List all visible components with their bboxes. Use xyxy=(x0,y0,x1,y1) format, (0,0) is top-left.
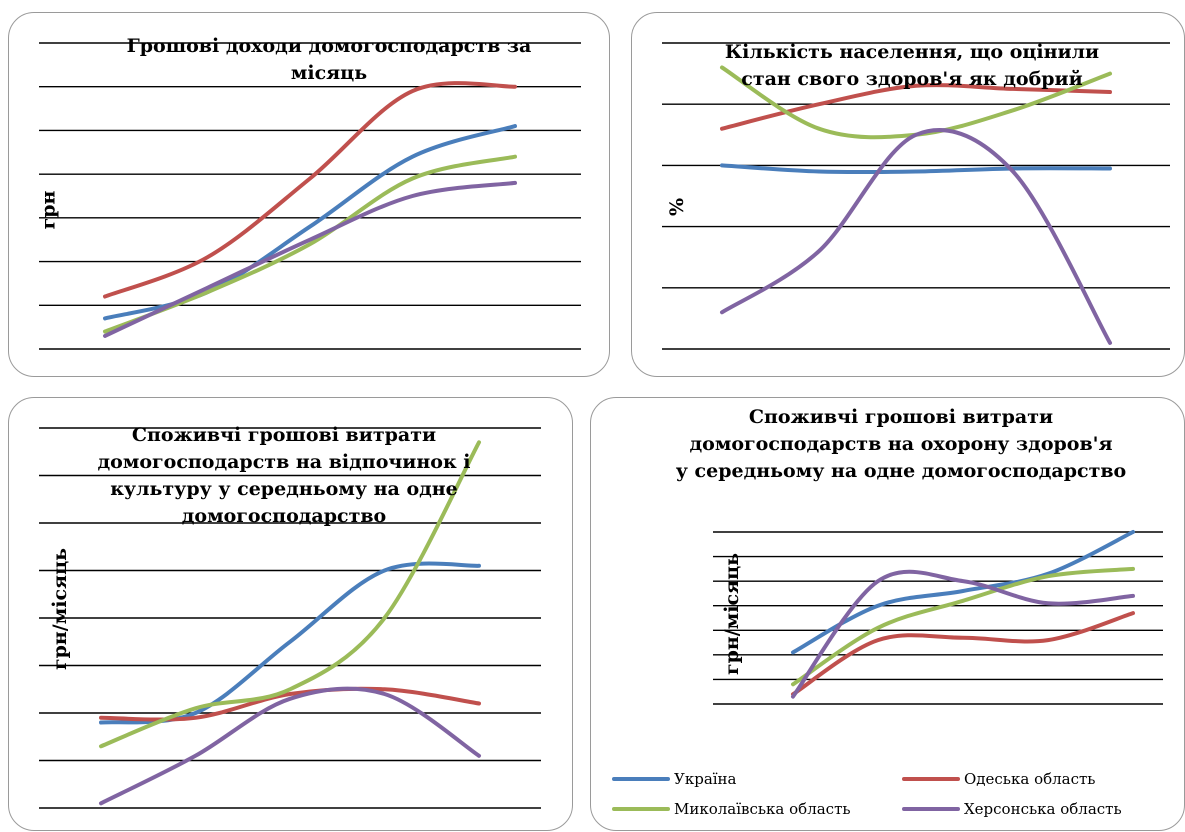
legend-item-odesa: Одеська область xyxy=(902,770,1095,788)
chart-title-line: домогосподарств на охорону здоров'я xyxy=(689,433,1113,455)
legend-label: Миколаївська область xyxy=(674,800,851,818)
chart-title: Споживчі грошові витрати домогосподарств… xyxy=(631,404,1171,485)
y-axis-label: грн/місяць xyxy=(721,552,744,676)
chart-title: Грошові доходи домогосподарств за місяць xyxy=(69,33,589,87)
legend-item-kherson: Херсонська область xyxy=(902,800,1122,818)
chart-title-line: у середньому на одне домогосподарство xyxy=(675,460,1127,482)
chart-panel-income: Грошові доходи домогосподарств за місяць… xyxy=(8,12,610,377)
series-line-kherson xyxy=(791,569,1135,699)
series-line-odesa xyxy=(103,81,517,299)
chart-panel-leisure: Споживчі грошові витрати домогосподарств… xyxy=(8,397,573,831)
chart-title-line: домогосподарств на відпочинок і xyxy=(97,451,471,473)
legend-label: Херсонська область xyxy=(964,800,1122,818)
series-line-ukraine xyxy=(791,530,1135,655)
series-line-odesa xyxy=(720,83,1112,131)
legend-label: Україна xyxy=(674,770,737,788)
chart-title-line: домогосподарство xyxy=(181,505,387,527)
chart-title-line: Споживчі грошові витрати xyxy=(131,424,437,446)
series-line-kherson xyxy=(103,180,517,338)
chart-title-line: Кількість населення, що оцінили xyxy=(724,41,1100,63)
chart-svg-health-rating xyxy=(662,42,1170,350)
legend-swatch xyxy=(902,777,960,781)
series-line-mykolaiv xyxy=(103,154,517,334)
chart-title-line: Споживчі грошові витрати xyxy=(748,406,1054,428)
chart-title-line: стан свого здоров'я як добрий xyxy=(741,68,1083,90)
chart-title-line: місяць xyxy=(290,62,368,84)
chart-title-line: Грошові доходи домогосподарств за xyxy=(126,35,532,57)
y-axis-label: грн/місяць xyxy=(49,547,72,671)
chart-svg-income xyxy=(39,42,581,350)
chart-panel-healthcare-spend: Споживчі грошові витрати домогосподарств… xyxy=(590,397,1185,831)
chart-title: Кількість населення, що оцінили стан сво… xyxy=(672,39,1152,93)
legend-label: Одеська область xyxy=(964,770,1096,788)
chart-title: Споживчі грошові витрати домогосподарств… xyxy=(49,422,519,530)
chart-svg-leisure xyxy=(39,427,541,809)
legend-item-ukraine: Україна xyxy=(612,770,737,788)
chart-panel-health-rating: Кількість населення, що оцінили стан сво… xyxy=(631,12,1185,377)
legend-swatch xyxy=(612,777,670,781)
series-line-mykolaiv xyxy=(791,566,1135,687)
y-axis-label: % xyxy=(666,197,689,217)
chart-title-line: культуру у середньому на одне xyxy=(110,478,458,500)
chart-svg-healthcare-spend xyxy=(713,530,1163,705)
series-line-mykolaiv xyxy=(99,440,481,749)
legend-swatch xyxy=(902,807,960,811)
series-line-kherson xyxy=(720,128,1112,345)
series-line-ukraine xyxy=(720,163,1112,175)
series-line-kherson xyxy=(99,686,481,806)
y-axis-label: грн xyxy=(37,190,60,230)
series-line-odesa xyxy=(791,611,1135,697)
legend-item-mykolaiv: Миколаївська область xyxy=(612,800,851,818)
legend-swatch xyxy=(612,807,670,811)
series-line-ukraine xyxy=(103,124,517,321)
chart-legend: Україна Одеська область Миколаївська обл… xyxy=(612,766,1172,826)
